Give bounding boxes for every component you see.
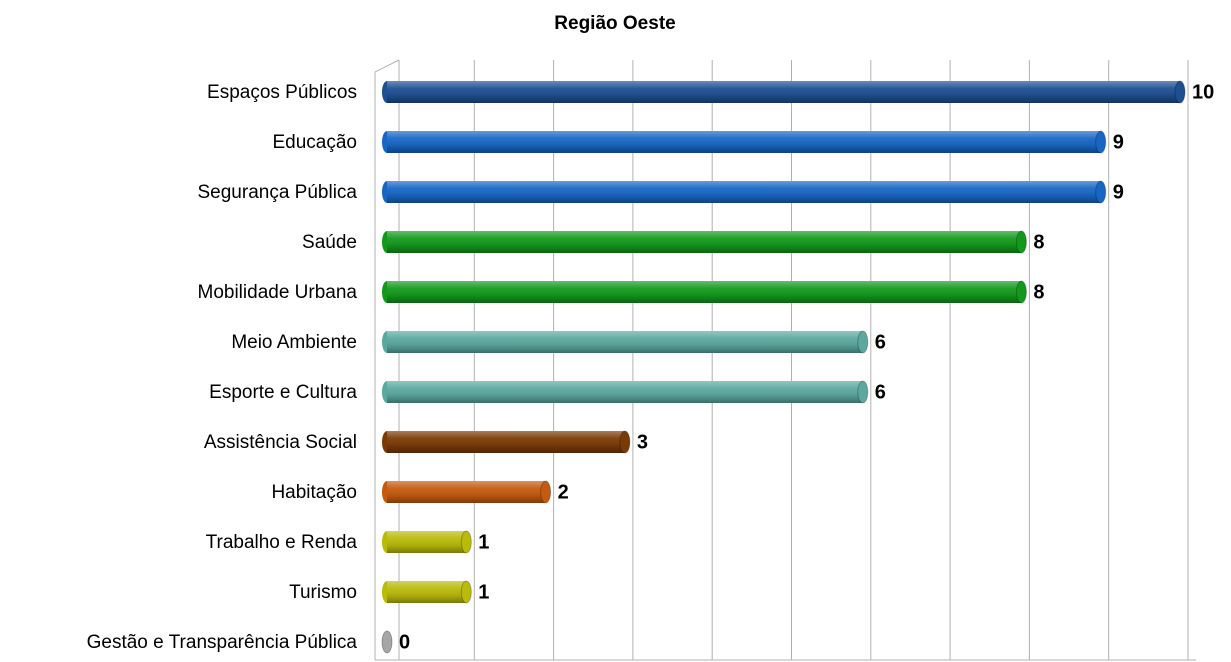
value-label: 1 [478,581,489,603]
plot-wall [374,59,400,660]
bar-end-cap [540,480,552,504]
bar-shade [387,131,1101,153]
bar-end-cap [1174,80,1186,104]
category-label: Educação [272,132,357,153]
category-label: Meio Ambiente [231,332,357,353]
value-label: 9 [1113,131,1124,153]
value-label: 6 [875,381,886,403]
value-label: 1 [478,531,489,553]
bar-shade [387,331,863,353]
bar-shade [387,431,625,453]
category-label: Espaços Públicos [207,82,357,103]
bar-end-cap [1015,230,1027,254]
bar-shade [387,81,1180,103]
bar-shade [387,281,1022,303]
value-label: 10 [1192,81,1214,103]
bar-shade [387,231,1022,253]
bar-end-cap [460,530,472,554]
bar-shade [387,381,863,403]
category-label: Mobilidade Urbana [198,282,358,303]
value-label: 8 [1033,281,1044,303]
category-label: Esporte e Cultura [209,382,357,403]
bar-end-cap [857,380,869,404]
bar-shade [387,531,467,553]
bar-end-cap [1095,180,1107,204]
bar-shade [387,481,546,503]
value-label: 0 [399,631,410,653]
bar-end-cap [381,630,393,654]
bar-end-cap [857,330,869,354]
value-label: 6 [875,331,886,353]
category-label: Turismo [289,582,357,603]
category-label: Assistência Social [204,432,357,453]
value-label: 9 [1113,181,1124,203]
category-label: Habitação [271,482,357,503]
bar-shade [387,581,467,603]
value-label: 2 [558,481,569,503]
category-label: Gestão e Transparência Pública [87,632,358,653]
value-label: 3 [637,431,648,453]
chart-title: Região Oeste [554,13,675,34]
bar-end-cap [460,580,472,604]
bar-end-cap [619,430,631,454]
category-label: Segurança Pública [198,182,358,203]
bar-end-cap [1015,280,1027,304]
bar-shade [387,181,1101,203]
category-label: Trabalho e Renda [206,532,358,553]
bar-end-cap [1095,130,1107,154]
category-label: Saúde [302,232,357,253]
value-label: 8 [1033,231,1044,253]
